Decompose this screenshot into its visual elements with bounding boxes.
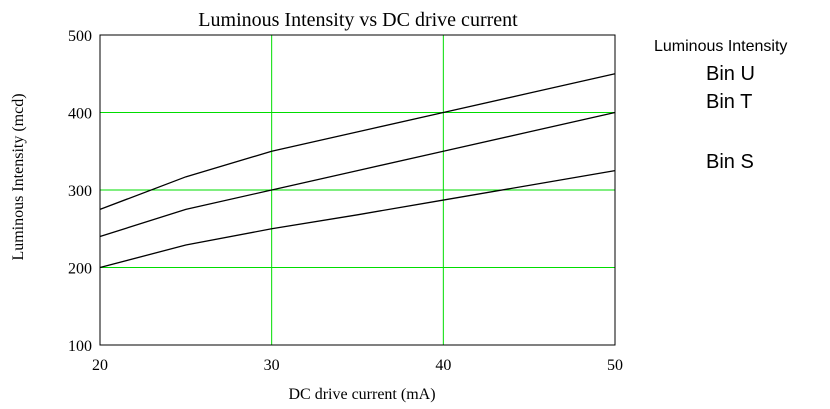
grid (100, 35, 615, 345)
y-tick-labels: 100 200 300 400 500 (68, 28, 92, 355)
x-tick-label-40: 40 (435, 357, 451, 374)
x-tick-label-20: 20 (92, 357, 108, 374)
legend-item-bin-s: Bin S (706, 151, 754, 173)
legend-item-bin-u: Bin U (706, 63, 755, 85)
y-tick-label-300: 300 (68, 183, 92, 200)
x-tick-labels: 20 30 40 50 (92, 357, 623, 374)
series-line-bin-s (99, 169, 616, 269)
y-axis-label: Luminous Intensity (mcd) (10, 93, 27, 260)
chart-title: Luminous Intensity vs DC drive current (198, 9, 518, 31)
x-axis-label: DC drive current (mA) (288, 386, 435, 403)
legend-item-bin-t: Bin T (706, 91, 753, 113)
y-tick-label-500: 500 (68, 28, 92, 45)
series-line-bin-t (99, 111, 616, 238)
y-tick-label-200: 200 (68, 261, 92, 278)
series-lines (99, 73, 616, 269)
x-tick-label-30: 30 (264, 357, 280, 374)
plot-frame (99, 34, 616, 346)
y-tick-label-400: 400 (68, 106, 92, 123)
x-tick-label-50: 50 (607, 357, 623, 374)
series-line-bin-u (99, 73, 616, 210)
y-tick-label-100: 100 (68, 338, 92, 355)
legend-title: Luminous Intensity (654, 38, 788, 55)
